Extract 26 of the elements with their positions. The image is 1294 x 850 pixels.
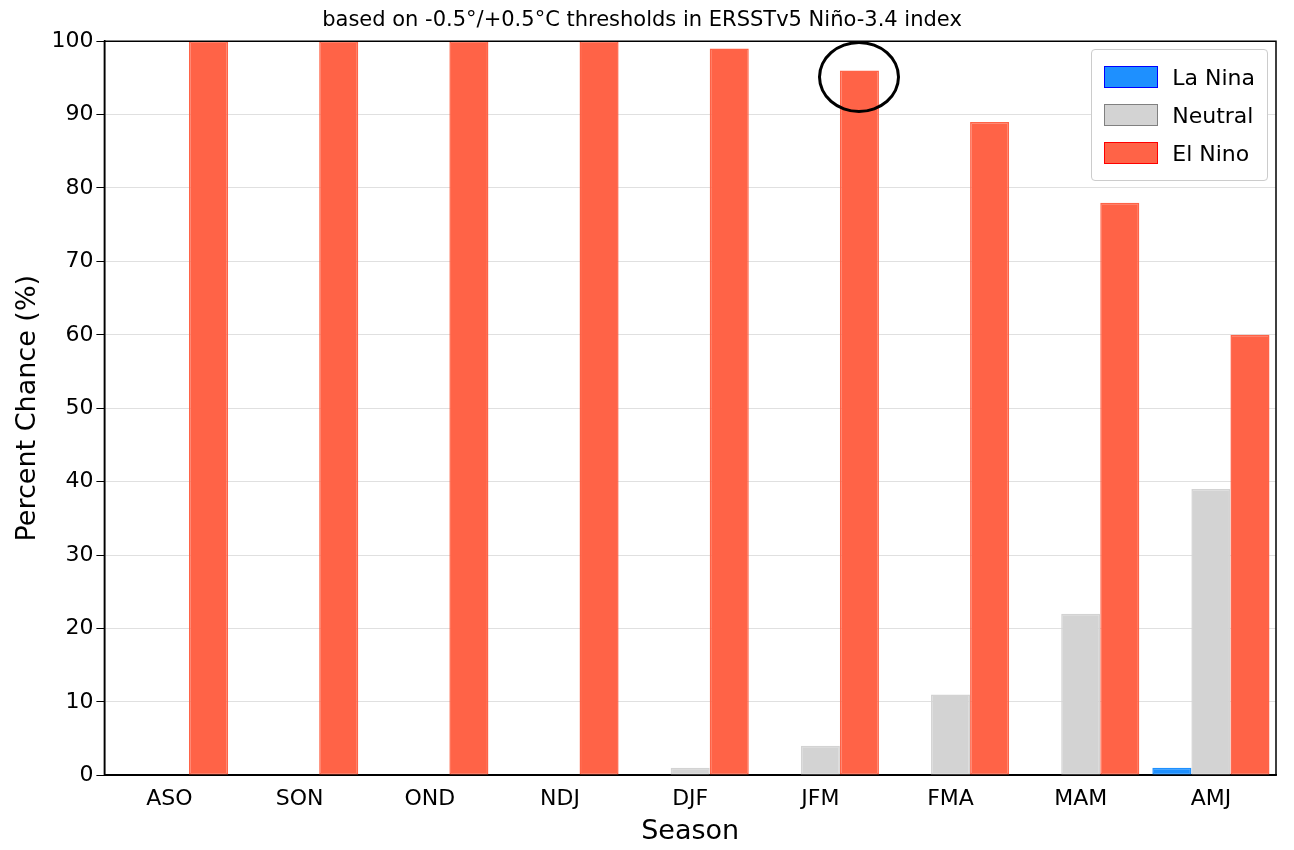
y-tick-label: 60 xyxy=(65,320,94,346)
legend-label: El Nino xyxy=(1172,140,1250,166)
y-tick-label: 80 xyxy=(65,173,94,199)
y-tick-label: 10 xyxy=(65,687,94,713)
x-tick-label: OND xyxy=(404,785,456,811)
x-axis-title: Season xyxy=(641,813,740,845)
y-tick-label: 70 xyxy=(65,247,94,273)
y-axis-title: Percent Chance (%) xyxy=(10,274,42,542)
x-tick-label: SON xyxy=(275,785,324,811)
x-tick-label: ASO xyxy=(146,785,193,811)
y-tick-label: 50 xyxy=(65,393,94,419)
x-tick-label: DJF xyxy=(672,785,709,811)
y-tick-label: 100 xyxy=(51,26,94,52)
y-tick-label: 0 xyxy=(79,760,94,786)
y-tick-label: 20 xyxy=(65,614,94,640)
chart-title: based on -0.5°/+0.5°C thresholds in ERSSTv5 Niño-3.4 index xyxy=(322,7,962,32)
x-tick-label: JFM xyxy=(799,785,840,811)
y-tick-label: 90 xyxy=(65,100,94,126)
y-tick-label: 30 xyxy=(65,540,94,566)
x-tick-label: NDJ xyxy=(540,785,580,811)
legend-label: La Nina xyxy=(1172,64,1255,90)
y-tick-label: 40 xyxy=(65,467,94,493)
x-tick-label: MAM xyxy=(1054,785,1108,811)
x-tick-label: FMA xyxy=(927,785,974,811)
legend-label: Neutral xyxy=(1172,102,1254,128)
x-tick-label: AMJ xyxy=(1190,785,1232,811)
